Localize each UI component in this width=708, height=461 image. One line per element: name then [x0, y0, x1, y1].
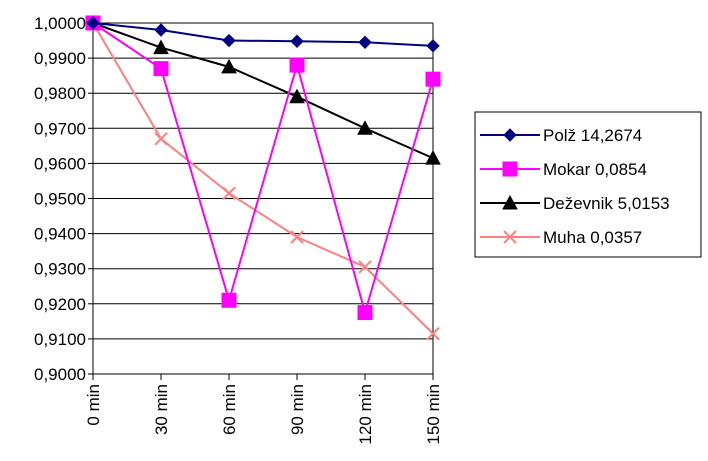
legend-marker [503, 230, 517, 244]
legend-entry: Deževnik 5,0153 [480, 194, 670, 213]
data-point [357, 120, 373, 135]
series-line [92, 22, 434, 335]
data-point [153, 61, 169, 77]
x-marker-stroke [154, 132, 168, 146]
data-point [290, 230, 304, 244]
x-marker-stroke [426, 326, 440, 341]
y-tick-label: 0,9100 [34, 330, 86, 349]
y-tick-label: 0,9200 [34, 295, 86, 314]
x-marker-stroke [358, 260, 372, 274]
data-point [357, 305, 373, 321]
legend-label: Deževnik 5,0153 [543, 194, 670, 213]
legend-label: Muha 0,0357 [543, 228, 642, 247]
series-2 [85, 14, 441, 165]
legend-label: Mokar 0,0854 [543, 160, 647, 179]
x-marker-stroke [503, 230, 517, 244]
y-tick-label: 0,9800 [34, 84, 86, 103]
y-tick-label: 0,9500 [34, 190, 86, 209]
data-point [154, 132, 168, 146]
y-tick-label: 0,9300 [34, 260, 86, 279]
y-tick-label: 0,9700 [34, 119, 86, 138]
x-tick-label: 30 min [152, 384, 171, 435]
data-point [289, 88, 305, 104]
legend-marker [503, 128, 517, 142]
data-point [86, 16, 100, 30]
legend-label: Polž 14,2674 [543, 126, 642, 145]
x-tick-label: 60 min [220, 384, 239, 435]
gridlines [93, 22, 433, 340]
series-1 [85, 15, 441, 321]
axes [88, 22, 434, 380]
x-tick-label: 0 min [84, 384, 103, 426]
series-3 [86, 16, 440, 341]
data-point [290, 34, 304, 48]
y-tick-label: 0,9600 [34, 154, 86, 173]
data-point [153, 39, 169, 55]
x-marker-stroke [290, 230, 304, 244]
data-point [425, 150, 441, 165]
data-point [222, 33, 236, 48]
data-point [358, 35, 372, 50]
series-0 [86, 16, 440, 53]
data-point [426, 326, 440, 341]
legend-marker [502, 161, 518, 177]
x-tick-label: 90 min [288, 384, 307, 435]
y-tick-labels: 1,0000 0,9900 0,9800 0,9700 0,9600 0,9500 0,94… [34, 14, 86, 384]
data-point [426, 39, 440, 53]
data-point [289, 57, 305, 73]
legend-marker [502, 194, 518, 210]
data-point [425, 71, 441, 87]
data-point [154, 23, 168, 37]
data-point [358, 260, 372, 274]
legend-entry: Mokar 0,0854 [480, 160, 647, 179]
series-lines [85, 14, 441, 341]
legend-entry: Muha 0,0357 [480, 228, 642, 247]
y-tick-label: 0,9900 [34, 49, 86, 68]
series-line [92, 22, 434, 160]
data-point [221, 292, 237, 308]
y-tick-label: 1,0000 [34, 14, 86, 33]
data-point [221, 58, 237, 74]
legend: Polž 14,2674 Mokar 0,0854 Deževnik 5,0153 M… [474, 111, 702, 258]
x-tick-labels: 0 min 30 min 60 min 90 min 120 min 150 min [84, 384, 443, 444]
y-tick-label: 0,9400 [34, 225, 86, 244]
x-tick-label: 150 min [424, 384, 443, 444]
y-tick-label: 0,9000 [34, 365, 86, 384]
data-point [222, 186, 236, 200]
legend-entry: Polž 14,2674 [480, 126, 642, 145]
x-marker-stroke [222, 186, 236, 200]
x-tick-label: 120 min [356, 384, 375, 444]
series-line [92, 22, 434, 317]
series-line [92, 22, 434, 47]
